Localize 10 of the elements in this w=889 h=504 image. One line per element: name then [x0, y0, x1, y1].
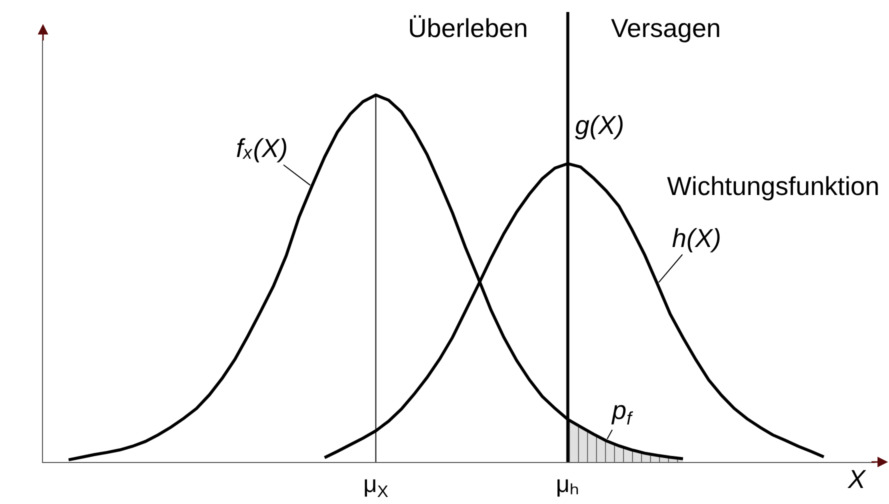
x-tick-label: μ$_{X}$ — [363, 470, 388, 501]
ref-line-label: g(X) — [575, 110, 624, 140]
series-label: p$_{f}$ — [611, 395, 634, 428]
series-label: fₓ(X) — [236, 133, 288, 163]
x-tick-label: μₕ — [556, 470, 580, 498]
text: Überleben — [408, 13, 528, 43]
annotation: Wichtungsfunktion — [667, 171, 880, 201]
x-axis-title: X — [847, 464, 867, 494]
series-label: h(X) — [672, 223, 722, 253]
text: Versagen — [611, 13, 721, 43]
